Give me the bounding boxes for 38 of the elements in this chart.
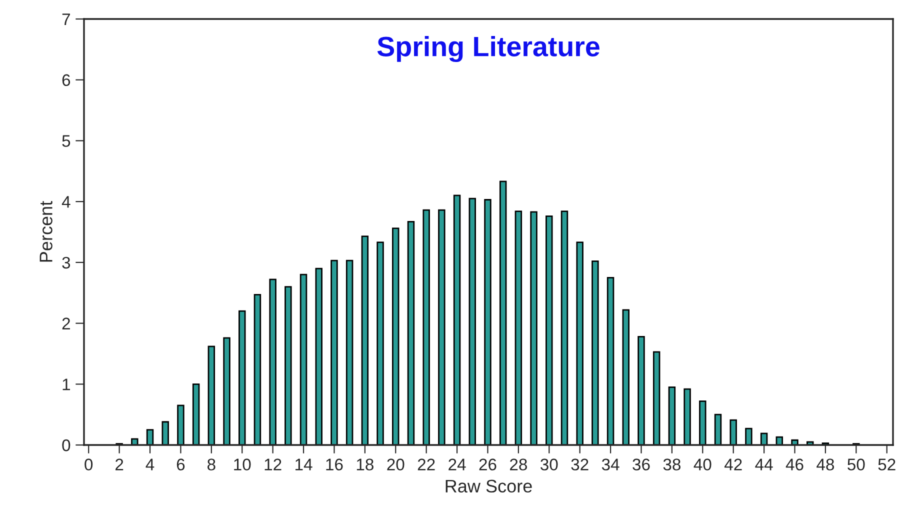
x-tick-label: 22	[418, 458, 435, 470]
x-tick-label: 16	[326, 458, 343, 470]
x-axis-title: Raw Score	[446, 480, 532, 493]
x-tick-label: 50	[848, 458, 865, 470]
x-tick-label: 0	[84, 458, 93, 470]
x-tick-label: 10	[234, 458, 251, 470]
x-tick-label: 8	[208, 458, 216, 470]
y-tick-label: 0	[62, 439, 70, 452]
x-tick-label: 4	[146, 458, 154, 470]
y-tick-label: 6	[62, 74, 70, 86]
y-tick-label: 7	[62, 14, 70, 26]
x-tick-label: 46	[786, 458, 804, 470]
x-tick-label: 20	[387, 458, 404, 470]
x-tick-label: 6	[176, 458, 185, 470]
y-tick-label: 3	[62, 256, 70, 269]
x-tick-label: 38	[663, 458, 680, 470]
x-tick-label: 18	[356, 458, 374, 470]
y-tick-label: 2	[62, 318, 70, 330]
x-tick-label: 2	[116, 458, 124, 470]
text: Spring Literature	[377, 36, 600, 62]
x-tick-label: 26	[479, 458, 496, 470]
x-tick-label: 12	[264, 458, 282, 470]
x-tick-label: 30	[540, 458, 558, 470]
y-axis-title: Percent	[40, 201, 52, 262]
x-tick-label: 48	[816, 458, 834, 470]
x-tick-label: 24	[448, 458, 466, 470]
x-tick-label: 32	[571, 458, 588, 470]
x-tick-label: 40	[694, 458, 712, 470]
x-tick-label: 36	[632, 458, 650, 470]
y-tick-label: 5	[62, 135, 70, 147]
x-tick-label: 44	[755, 458, 773, 470]
y-tick-label: 4	[62, 196, 70, 208]
x-tick-label: 42	[724, 458, 742, 470]
y-tick-label: 1	[62, 378, 70, 390]
x-tick-label: 28	[510, 458, 527, 470]
x-tick-label: 14	[296, 458, 312, 470]
x-tick-label: 34	[602, 458, 620, 470]
x-tick-label: 52	[878, 458, 896, 470]
